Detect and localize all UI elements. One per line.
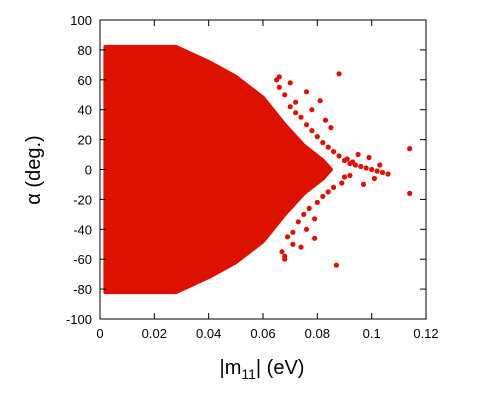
scatter-point bbox=[309, 128, 315, 134]
y-tick-label: 60 bbox=[78, 73, 92, 88]
x-axis: 0 0.02 0.04 0.06 0.08 0.1 0.12 bbox=[96, 20, 439, 341]
x-tick-label: 0 bbox=[96, 326, 103, 341]
x-tick-label: 0.06 bbox=[250, 326, 275, 341]
y-tick-label: 100 bbox=[70, 13, 92, 28]
y-tick-label: -80 bbox=[73, 282, 92, 297]
scatter-point bbox=[385, 171, 391, 177]
scatter-point bbox=[290, 241, 296, 247]
y-axis: 100 80 60 40 20 0 -20 -40 -60 -80 -100 bbox=[66, 13, 426, 327]
x-axis-label: |m11| (eV) bbox=[220, 357, 305, 382]
scatter-point bbox=[320, 193, 326, 199]
scatter-points bbox=[274, 71, 413, 268]
scatter-point bbox=[293, 99, 299, 105]
y-tick-label: -100 bbox=[66, 312, 92, 327]
y-tick-label: -40 bbox=[73, 222, 92, 237]
x-axis-label-tail: | (eV) bbox=[256, 357, 305, 379]
scatter-point bbox=[317, 98, 323, 104]
scatter-point bbox=[328, 125, 334, 131]
scatter-point bbox=[347, 172, 353, 179]
scatter-point bbox=[355, 151, 361, 158]
y-axis-label: α (deg.) bbox=[23, 135, 45, 204]
scatter-point bbox=[371, 175, 377, 182]
scatter-point bbox=[366, 154, 372, 161]
scatter-point bbox=[284, 234, 291, 240]
scatter-point bbox=[325, 144, 331, 150]
scatter-point bbox=[374, 168, 380, 174]
scatter-point bbox=[312, 216, 318, 222]
scatter-point bbox=[320, 140, 326, 146]
scatter-point bbox=[303, 89, 310, 95]
scatter-point bbox=[333, 262, 339, 268]
scatter-point bbox=[309, 107, 315, 113]
dense-scatter-fill bbox=[103, 44, 333, 295]
scatter-point bbox=[287, 104, 293, 110]
scatter-point bbox=[314, 134, 320, 140]
y-tick-label: 0 bbox=[85, 163, 92, 178]
scatter-point bbox=[295, 219, 301, 225]
scatter-point bbox=[336, 71, 342, 77]
scatter-point bbox=[298, 244, 304, 250]
scatter-point bbox=[276, 74, 282, 80]
scatter-point bbox=[331, 149, 337, 155]
x-axis-label-subscript: 11 bbox=[241, 366, 256, 382]
x-tick-label: 0.08 bbox=[305, 326, 330, 341]
scatter-point bbox=[325, 189, 331, 195]
y-tick-label: 40 bbox=[78, 103, 92, 118]
scatter-point bbox=[341, 174, 348, 180]
scatter-point bbox=[369, 166, 375, 173]
x-tick-label: 0.04 bbox=[196, 326, 221, 341]
scatter-point bbox=[344, 156, 350, 162]
scatter-point bbox=[306, 205, 312, 211]
scatter-point bbox=[322, 117, 329, 123]
scatter-point bbox=[407, 190, 413, 196]
scatter-point bbox=[350, 159, 356, 165]
scatter-point bbox=[314, 199, 320, 205]
scatter-point bbox=[360, 181, 367, 187]
dense-scatter-region bbox=[103, 44, 333, 295]
scatter-point bbox=[301, 211, 307, 217]
scatter-point bbox=[298, 114, 304, 120]
scatter-point bbox=[312, 235, 318, 241]
scatter-point bbox=[339, 180, 345, 186]
scatter-point bbox=[377, 162, 383, 168]
y-tick-label: -60 bbox=[73, 252, 92, 267]
scatter-point bbox=[336, 153, 342, 159]
scatter-point bbox=[287, 80, 293, 86]
scatter-point bbox=[282, 256, 288, 262]
scatter-point bbox=[407, 146, 413, 152]
scatter-point bbox=[379, 169, 386, 176]
x-tick-label: 0.12 bbox=[413, 326, 438, 341]
x-axis-label-base: |m bbox=[220, 357, 242, 379]
scatter-point bbox=[363, 165, 369, 171]
scatter-point bbox=[276, 84, 282, 90]
x-tick-label: 0.1 bbox=[363, 326, 381, 341]
y-tick-label: -20 bbox=[73, 192, 92, 207]
y-tick-label: 80 bbox=[78, 43, 92, 58]
scatter-point bbox=[358, 163, 364, 170]
scatter-point bbox=[279, 249, 285, 255]
scatter-point bbox=[331, 184, 337, 190]
x-tick-label: 0.02 bbox=[142, 326, 167, 341]
scatter-point bbox=[290, 229, 296, 235]
scatter-point bbox=[303, 122, 310, 128]
scatter-point bbox=[303, 226, 310, 232]
scatter-point bbox=[282, 92, 288, 98]
scatter-point bbox=[293, 110, 299, 116]
y-tick-label: 20 bbox=[78, 133, 92, 148]
